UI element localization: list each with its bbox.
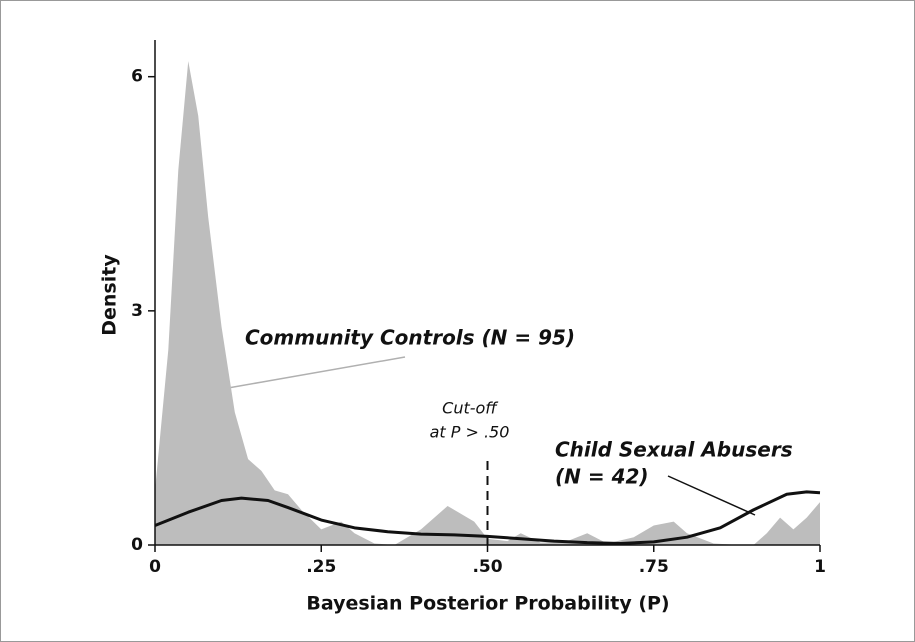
cutoff-label: Cut-off	[442, 399, 499, 418]
leader-line	[227, 356, 406, 389]
x-tick-label: .75	[639, 557, 669, 577]
y-tick-label: 3	[131, 301, 143, 321]
series-label: (N = 42)	[555, 465, 649, 489]
y-axis-label: Density	[99, 254, 121, 336]
cutoff-label: at P > .50	[430, 423, 510, 442]
y-tick-label: 6	[131, 67, 143, 87]
x-tick-label: 0	[149, 557, 161, 577]
leader-line	[667, 475, 756, 516]
x-tick-label: .50	[472, 557, 502, 577]
density-area	[155, 61, 820, 545]
x-axis-label: Bayesian Posterior Probability (P)	[306, 593, 669, 615]
series-label: Community Controls (N = 95)	[245, 326, 575, 350]
y-tick-label: 0	[131, 535, 143, 555]
series-label: Child Sexual Abusers	[555, 438, 793, 462]
x-tick-label: .25	[306, 557, 336, 577]
x-tick-label: 1	[814, 557, 826, 577]
